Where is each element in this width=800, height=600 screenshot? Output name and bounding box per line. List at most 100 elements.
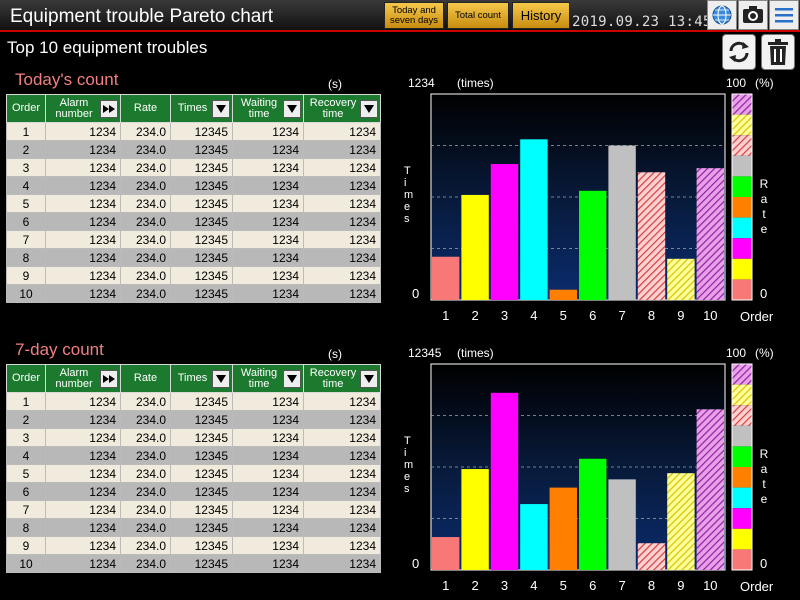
today-seven-days-button[interactable]: Today and seven days — [384, 2, 444, 29]
cell-alarm-number: 1234 — [45, 500, 121, 519]
cell-waiting-time: 1234 — [232, 194, 304, 213]
table-row[interactable]: 10 1234 234.0 12345 1234 1234 — [6, 284, 381, 303]
fast-forward-icon — [103, 104, 115, 113]
x-tick-label: 7 — [618, 578, 625, 593]
table-row[interactable]: 10 1234 234.0 12345 1234 1234 — [6, 554, 381, 573]
table-header-row: Order Alarm number Rate Times Waiting time Re… — [6, 94, 381, 123]
cell-rate: 234.0 — [120, 248, 171, 267]
cell-times: 12345 — [170, 122, 233, 141]
cell-times: 12345 — [170, 464, 233, 483]
sort-recovery-time-button[interactable] — [360, 369, 378, 388]
cell-recovery-time: 1234 — [303, 410, 381, 429]
triangle-down-icon — [287, 374, 297, 383]
column-label: Times — [177, 102, 208, 114]
cell-times: 12345 — [170, 482, 233, 501]
cell-waiting-time: 1234 — [232, 176, 304, 195]
refresh-button[interactable] — [722, 34, 756, 70]
x-tick-label: 4 — [530, 308, 537, 323]
cell-recovery-time: 1234 — [303, 392, 381, 411]
cell-times: 12345 — [170, 248, 233, 267]
sort-times-button[interactable] — [212, 99, 230, 118]
refresh-icon — [729, 41, 749, 63]
table-row[interactable]: 3 1234 234.0 12345 1234 1234 — [6, 428, 381, 447]
table-row[interactable]: 7 1234 234.0 12345 1234 1234 — [6, 500, 381, 519]
cell-times: 12345 — [170, 266, 233, 285]
cell-times: 12345 — [170, 140, 233, 159]
app-title: Equipment trouble Pareto chart — [10, 6, 273, 27]
table-row[interactable]: 9 1234 234.0 12345 1234 1234 — [6, 536, 381, 555]
column-header-times: Times — [170, 364, 233, 393]
sort-waiting-time-button[interactable] — [283, 99, 301, 118]
cell-recovery-time: 1234 — [303, 176, 381, 195]
column-header-rate: Rate — [120, 94, 171, 123]
rate-segment — [732, 114, 752, 136]
column-label: Waiting time — [240, 96, 278, 120]
table-row[interactable]: 7 1234 234.0 12345 1234 1234 — [6, 230, 381, 249]
trash-icon — [768, 39, 788, 65]
cell-alarm-number: 1234 — [45, 230, 121, 249]
table-row[interactable]: 2 1234 234.0 12345 1234 1234 — [6, 140, 381, 159]
cell-recovery-time: 1234 — [303, 248, 381, 267]
cell-alarm-number: 1234 — [45, 248, 121, 267]
column-header-order: Order — [6, 94, 46, 123]
fast-forward-button[interactable] — [100, 369, 118, 388]
rate-segment — [732, 487, 752, 509]
table-row[interactable]: 1 1234 234.0 12345 1234 1234 — [6, 392, 381, 411]
language-button[interactable] — [707, 0, 737, 30]
column-label: Alarm number — [55, 366, 93, 390]
table-row[interactable]: 5 1234 234.0 12345 1234 1234 — [6, 464, 381, 483]
cell-recovery-time: 1234 — [303, 518, 381, 537]
table-row[interactable]: 2 1234 234.0 12345 1234 1234 — [6, 410, 381, 429]
delete-button[interactable] — [761, 34, 795, 70]
cell-order: 3 — [6, 428, 46, 447]
x-tick-label: 8 — [648, 308, 655, 323]
column-label: Times — [177, 372, 208, 384]
cell-rate: 234.0 — [120, 446, 171, 465]
cell-rate: 234.0 — [120, 284, 171, 303]
rate-axis-unit: (%) — [755, 346, 774, 360]
bar-3 — [490, 392, 519, 570]
column-header-recovery-time: Recovery time — [303, 94, 381, 123]
table-row[interactable]: 6 1234 234.0 12345 1234 1234 — [6, 482, 381, 501]
rate-segment — [732, 549, 752, 570]
x-tick-label: 1 — [442, 578, 449, 593]
column-label: Alarm number — [55, 96, 93, 120]
x-tick-label: 3 — [501, 308, 508, 323]
cell-rate: 234.0 — [120, 554, 171, 573]
bar-7 — [608, 145, 636, 300]
rate-segment — [732, 258, 752, 280]
table-row[interactable]: 5 1234 234.0 12345 1234 1234 — [6, 194, 381, 213]
cell-waiting-time: 1234 — [232, 230, 304, 249]
cell-rate: 234.0 — [120, 158, 171, 177]
table-row[interactable]: 1 1234 234.0 12345 1234 1234 — [6, 122, 381, 141]
column-header-order: Order — [6, 364, 46, 393]
total-count-button[interactable]: Total count — [447, 2, 509, 29]
menu-button[interactable] — [769, 0, 799, 30]
table-row[interactable]: 3 1234 234.0 12345 1234 1234 — [6, 158, 381, 177]
cell-times: 12345 — [170, 500, 233, 519]
seven-day-time-unit: (s) — [328, 347, 342, 361]
globe-icon — [712, 5, 732, 25]
fast-forward-button[interactable] — [100, 99, 118, 118]
table-row[interactable]: 6 1234 234.0 12345 1234 1234 — [6, 212, 381, 231]
screenshot-button[interactable] — [738, 0, 768, 30]
table-row[interactable]: 8 1234 234.0 12345 1234 1234 — [6, 248, 381, 267]
cell-order: 7 — [6, 500, 46, 519]
rate-segment — [732, 217, 752, 239]
bar-3 — [490, 164, 519, 300]
cell-recovery-time: 1234 — [303, 212, 381, 231]
table-row[interactable]: 4 1234 234.0 12345 1234 1234 — [6, 176, 381, 195]
cell-recovery-time: 1234 — [303, 428, 381, 447]
cell-waiting-time: 1234 — [232, 122, 304, 141]
table-row[interactable]: 8 1234 234.0 12345 1234 1234 — [6, 518, 381, 537]
sort-recovery-time-button[interactable] — [360, 99, 378, 118]
history-button[interactable]: History — [512, 2, 570, 29]
x-tick-label: 8 — [648, 578, 655, 593]
table-row[interactable]: 9 1234 234.0 12345 1234 1234 — [6, 266, 381, 285]
sort-waiting-time-button[interactable] — [283, 369, 301, 388]
bar-2 — [461, 194, 489, 300]
cell-rate: 234.0 — [120, 194, 171, 213]
x-tick-label: 5 — [560, 308, 567, 323]
table-row[interactable]: 4 1234 234.0 12345 1234 1234 — [6, 446, 381, 465]
sort-times-button[interactable] — [212, 369, 230, 388]
